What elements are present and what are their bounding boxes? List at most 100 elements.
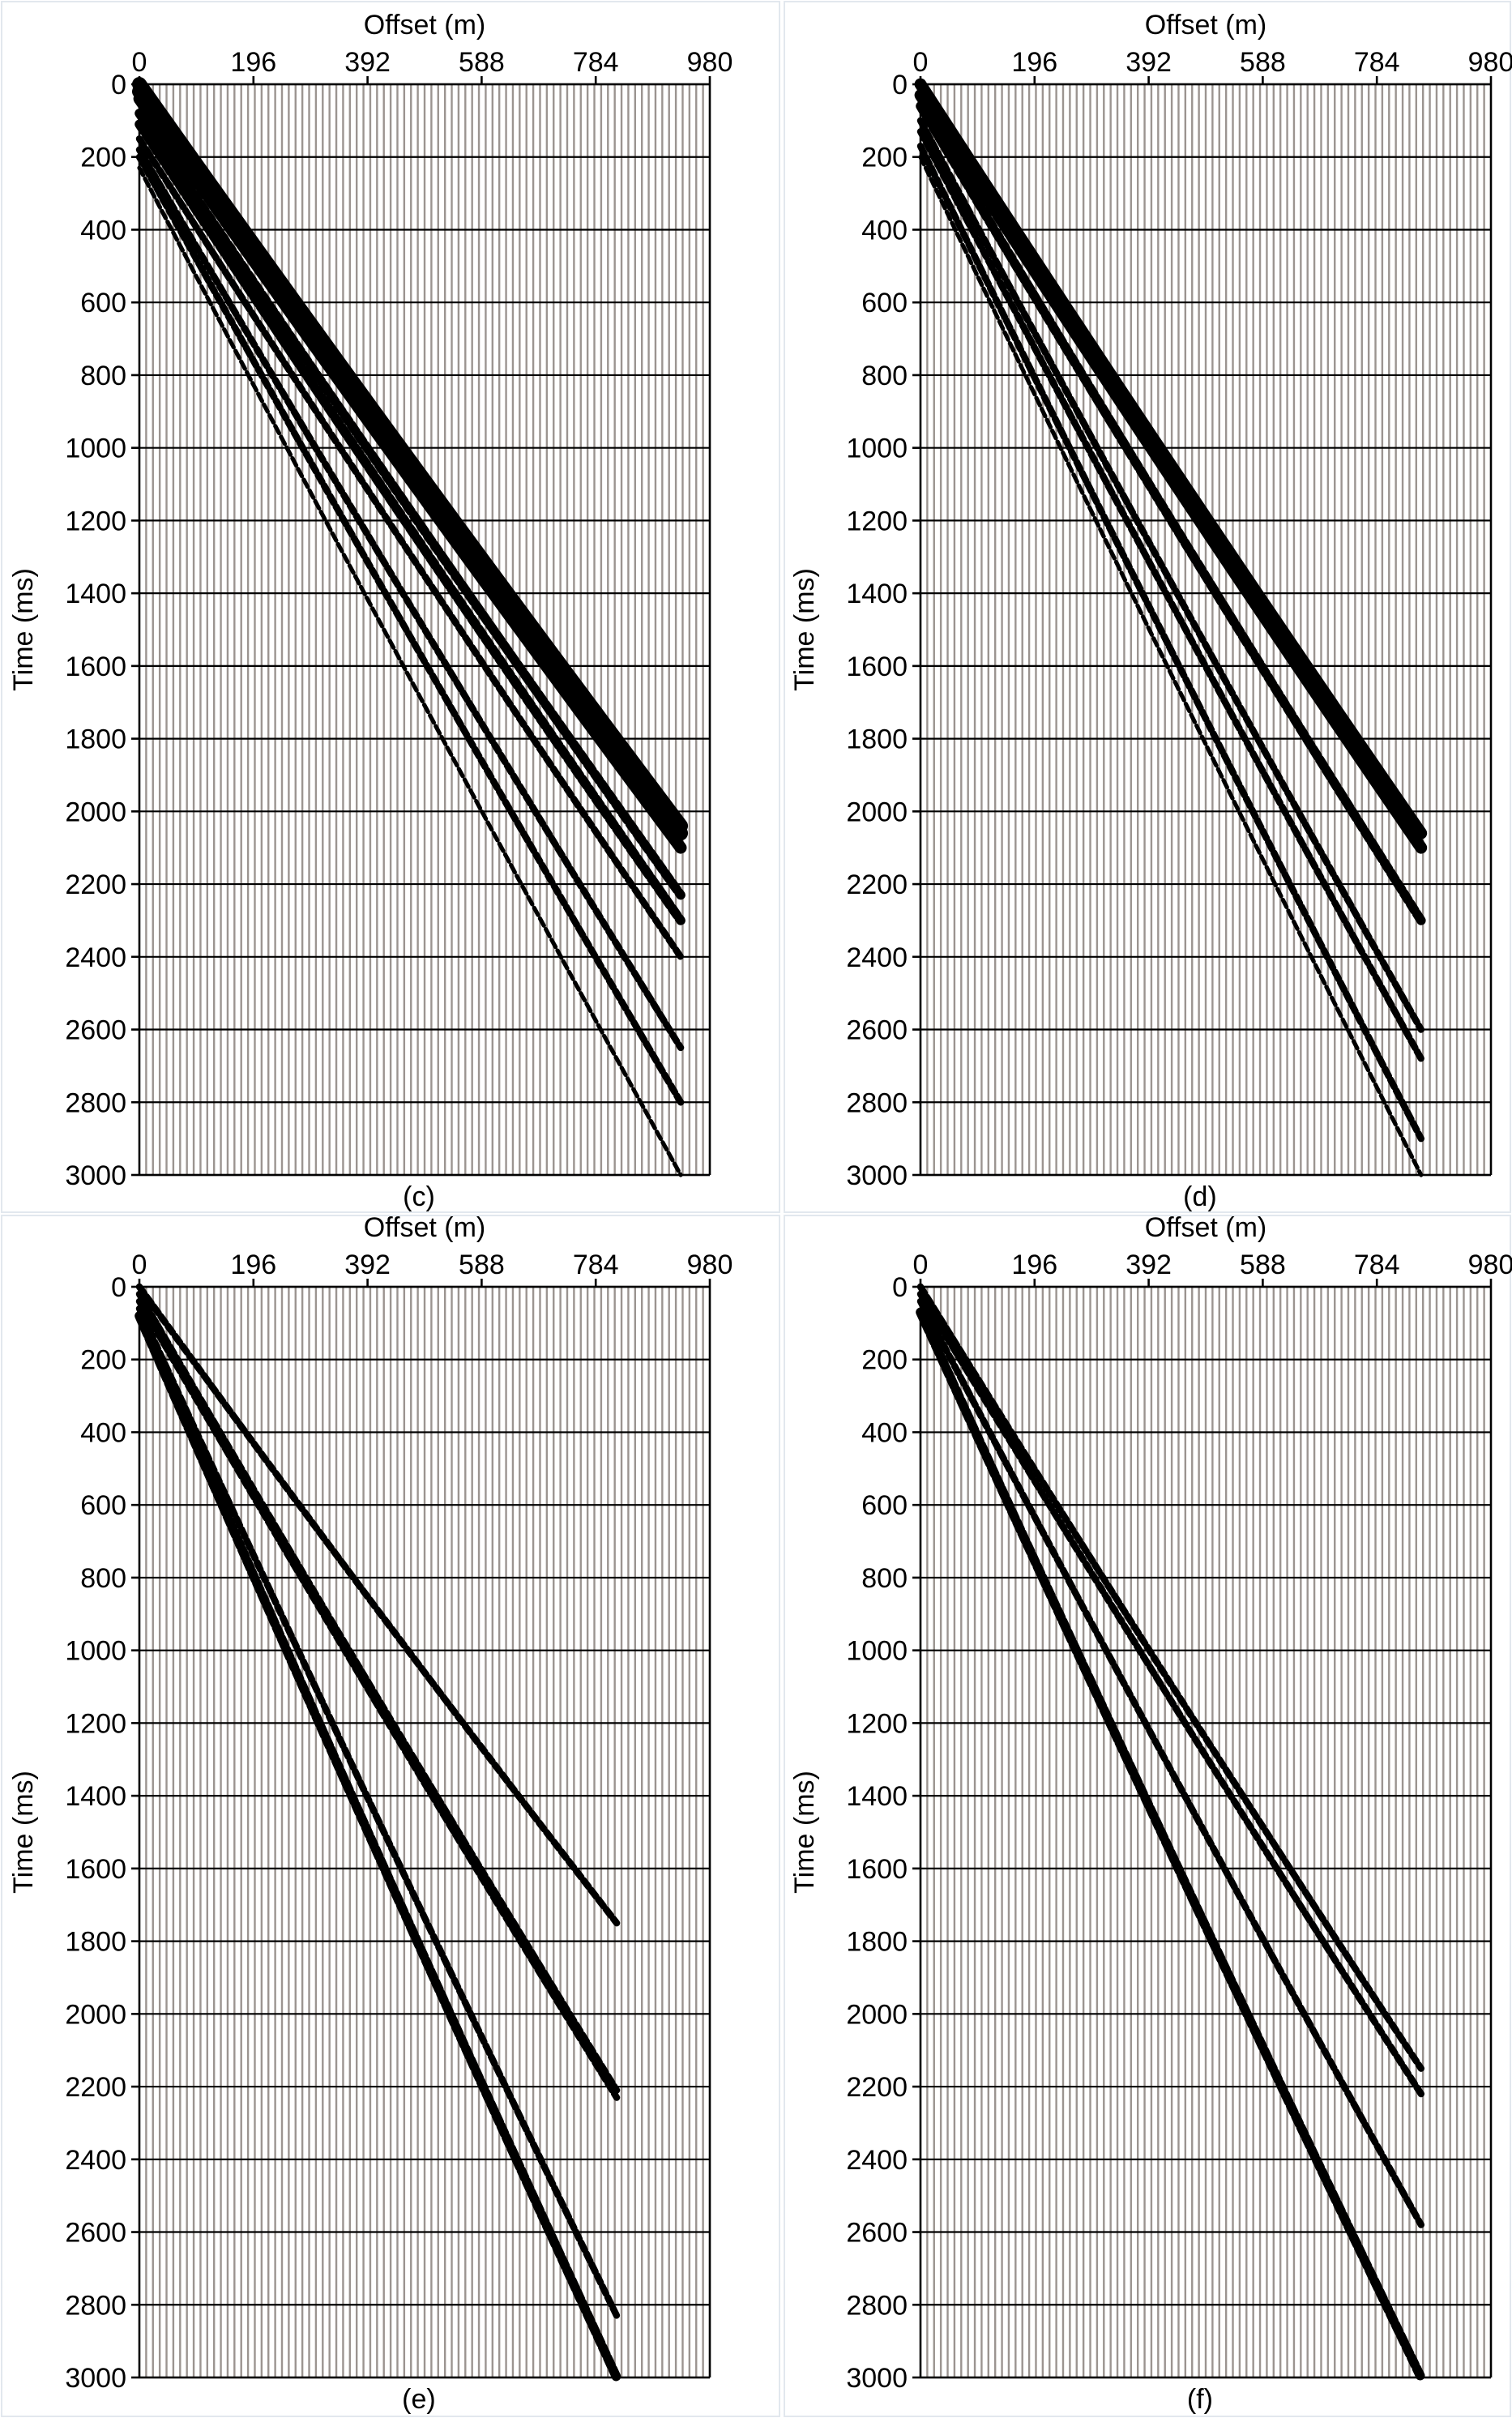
y-tick-label: 2200: [846, 869, 908, 900]
y-tick-label: 0: [892, 70, 908, 100]
x-tick-label: 0: [913, 47, 929, 78]
arrival-event: [137, 165, 683, 1177]
y-tick-label: 2400: [846, 2145, 908, 2176]
y-tick-label: 800: [861, 361, 908, 391]
x-tick-label: 588: [1240, 47, 1286, 78]
trace-lines: [145, 84, 704, 1175]
gather-panel: 0 196 392 588 784 980 0 200 400 600 800 1000 1200 140…: [1, 1212, 780, 2417]
y-tick-label: 1600: [846, 1854, 908, 1885]
arrival-event: [135, 1311, 621, 2382]
x-tick-label: 0: [132, 47, 147, 78]
y-tick-label: 2400: [65, 942, 126, 973]
arrival-event: [916, 1297, 1424, 2228]
y-axis-title: Time (ms): [8, 568, 39, 691]
x-tick-label: 196: [230, 47, 276, 78]
y-axis-title: Time (ms): [789, 568, 820, 691]
arrival-events: [132, 77, 689, 1177]
arrival-event: [135, 135, 685, 960]
y-tick-label: 2400: [846, 942, 908, 973]
panel-label: (c): [403, 1181, 435, 1212]
x-tick-label: 784: [573, 47, 619, 78]
y-tick-label: 200: [861, 143, 908, 173]
y-tick-label: 1200: [65, 506, 126, 536]
x-tick-label: 784: [573, 1250, 619, 1280]
y-tick-label: 1800: [65, 1927, 126, 1958]
y-tick-label: 1400: [846, 1781, 908, 1812]
trace-lines: [926, 84, 1485, 1175]
y-tick-label: 0: [111, 70, 126, 100]
arrival-event: [916, 1283, 1424, 2072]
arrival-event: [914, 89, 1428, 854]
arrival-event: [135, 1305, 621, 2319]
y-tick-label: 3000: [65, 2363, 126, 2394]
x-axis-title: Offset (m): [364, 10, 486, 41]
y-tick-label: 600: [861, 1490, 908, 1521]
y-tick-label: 2000: [65, 797, 126, 827]
x-tick-label: 980: [687, 1250, 733, 1280]
y-tick-label: 2200: [846, 2072, 908, 2103]
y-tick-label: 1000: [846, 434, 908, 464]
gather-panel: 0 196 392 588 784 980 0 200 400 600 800 1000 1200 140…: [784, 1212, 1512, 2417]
y-tick-label: 3000: [65, 1160, 126, 1191]
y-tick-label: 1800: [846, 724, 908, 755]
y-tick-label: 1000: [846, 1636, 908, 1667]
x-tick-label: 588: [1240, 1250, 1286, 1280]
arrival-events: [914, 78, 1428, 1177]
x-tick-label: 392: [344, 47, 391, 78]
x-tick-label: 392: [1125, 1250, 1172, 1280]
gather-panel: 0 196 392 588 784 980 0 200 400 600 800 1000 1200 140…: [1, 1, 780, 1213]
y-tick-label: 2200: [65, 2072, 126, 2103]
arrival-event: [135, 146, 685, 1052]
y-tick-label: 2800: [65, 2290, 126, 2321]
y-tick-label: 200: [861, 1345, 908, 1376]
y-tick-label: 0: [892, 1272, 908, 1303]
y-tick-label: 1800: [65, 724, 126, 755]
y-tick-label: 1400: [846, 579, 908, 609]
arrival-event: [135, 119, 686, 925]
arrival-events: [916, 1283, 1426, 2382]
y-tick-label: 2600: [65, 1015, 126, 1046]
x-tick-label: 0: [132, 1250, 147, 1280]
arrival-event: [916, 1307, 1426, 2382]
y-tick-label: 200: [80, 143, 126, 173]
x-tick-label: 196: [230, 1250, 276, 1280]
x-tick-label: 784: [1354, 47, 1400, 78]
x-tick-label: 588: [459, 47, 505, 78]
y-tick-label: 2600: [846, 1015, 908, 1046]
y-tick-label: 3000: [846, 2363, 908, 2394]
y-tick-label: 2600: [65, 2218, 126, 2249]
y-tick-label: 1000: [65, 434, 126, 464]
x-tick-label: 196: [1011, 1250, 1057, 1280]
arrival-event: [135, 1290, 621, 2094]
x-tick-label: 0: [913, 1250, 929, 1280]
y-tick-label: 2000: [846, 797, 908, 827]
gather-panel: 0 196 392 588 784 980 0 200 400 600 800 1000 1200 140…: [784, 1, 1512, 1213]
arrival-event: [916, 117, 1424, 1033]
x-axis-title: Offset (m): [1145, 1212, 1267, 1243]
y-tick-label: 800: [80, 361, 126, 391]
arrival-events: [135, 1283, 621, 2382]
x-axis-title: Offset (m): [1145, 10, 1267, 41]
arrival-event: [914, 78, 1428, 839]
y-tick-label: 2000: [65, 1999, 126, 2030]
y-tick-label: 1400: [65, 1781, 126, 1812]
y-tick-label: 1800: [846, 1927, 908, 1958]
y-tick-label: 1200: [846, 506, 908, 536]
y-tick-label: 1200: [65, 1708, 126, 1739]
time-gridlines: [139, 83, 710, 1177]
y-axis-title: Time (ms): [789, 1771, 820, 1894]
arrival-event: [135, 153, 685, 1106]
y-tick-label: 400: [80, 215, 126, 246]
y-tick-label: 2200: [65, 869, 126, 900]
y-axis-title: Time (ms): [8, 1771, 39, 1894]
y-tick-label: 3000: [846, 1160, 908, 1191]
x-tick-label: 392: [344, 1250, 391, 1280]
y-tick-label: 600: [80, 1490, 126, 1521]
panel-label: (d): [1183, 1181, 1217, 1212]
arrival-event: [916, 101, 1426, 925]
y-tick-label: 1600: [65, 651, 126, 682]
x-tick-label: 980: [687, 47, 733, 78]
y-tick-label: 2800: [846, 1087, 908, 1118]
y-tick-label: 1600: [846, 651, 908, 682]
